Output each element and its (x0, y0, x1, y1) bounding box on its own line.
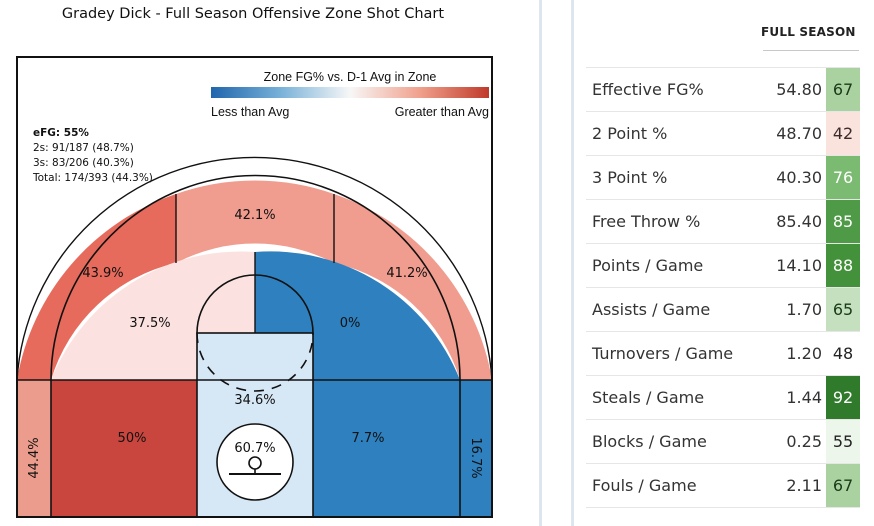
stat-label: 2 Point % (592, 124, 668, 143)
paint-lines (196, 332, 314, 518)
outer-arc (16, 156, 493, 381)
stat-label: Assists / Game (592, 300, 711, 319)
free-throw-arc-top (196, 274, 314, 334)
label-left-baseline-mid: 50% (118, 431, 147, 446)
zone-right-baseline-mid (313, 380, 460, 517)
stat-row: Free Throw % 85.40 85 (586, 199, 860, 244)
zone-left-corner-three (17, 380, 51, 517)
stat-percentile-badge: 67 (826, 464, 860, 508)
stat-value: 85.40 (776, 212, 822, 231)
stat-percentile-badge: 42 (826, 112, 860, 156)
stats-header-underline (763, 50, 859, 51)
stats-table-bottom-border (586, 507, 860, 509)
label-right-baseline-mid: 7.7% (351, 431, 384, 446)
legend-low-label: Less than Avg (211, 105, 289, 119)
stat-row: Fouls / Game 2.11 67 (586, 463, 860, 508)
label-left-elbow-mid: 37.5% (129, 316, 170, 331)
stat-value: 1.70 (786, 300, 822, 319)
stat-percentile-badge: 65 (826, 288, 860, 332)
label-right-corner-three: 16.7% (468, 437, 483, 478)
stat-label: 3 Point % (592, 168, 668, 187)
stat-row: Blocks / Game 0.25 55 (586, 419, 860, 464)
stat-label: Effective FG% (592, 80, 704, 99)
stat-percentile-badge: 92 (826, 376, 860, 420)
stat-value: 54.80 (776, 80, 822, 99)
stat-percentile-badge: 85 (826, 200, 860, 244)
stat-percentile-badge: 67 (826, 68, 860, 112)
zone-right-corner-three (460, 380, 492, 517)
panel-divider-left (539, 0, 542, 526)
stat-value: 0.25 (786, 432, 822, 451)
label-restricted-area: 60.7% (234, 441, 275, 456)
label-paint: 34.6% (234, 393, 275, 408)
stat-row: Steals / Game 1.44 92 (586, 375, 860, 420)
stat-value: 40.30 (776, 168, 822, 187)
free-throw-circle-top-right (255, 275, 313, 333)
stat-label: Free Throw % (592, 212, 701, 231)
zone-top-three-band (176, 180, 334, 263)
stat-row: 3 Point % 40.30 76 (586, 155, 860, 200)
panel-divider-right (571, 0, 574, 526)
stat-label: Blocks / Game (592, 432, 707, 451)
legend-colorbar (211, 87, 489, 98)
stat-value: 48.70 (776, 124, 822, 143)
stat-row: Effective FG% 54.80 67 (586, 67, 860, 112)
stat-row: Turnovers / Game 1.20 48 (586, 331, 860, 376)
legend-high-label: Greater than Avg (395, 105, 489, 119)
restricted-circle (216, 423, 294, 501)
stats-panel: FULL SEASON Effective FG% 54.80 67 2 Point … (586, 0, 860, 526)
zone-right-wing-three-band (334, 194, 492, 380)
summary-total: Total: 174/393 (44.3%) (32, 172, 153, 184)
stat-percentile-badge: 55 (826, 420, 860, 464)
stat-percentile-badge: 76 (826, 156, 860, 200)
three-point-line (50, 174, 461, 517)
legend-title: Zone FG% vs. D-1 Avg in Zone (264, 70, 437, 84)
stat-label: Steals / Game (592, 388, 705, 407)
summary-threes: 3s: 83/206 (40.3%) (33, 157, 134, 169)
court-chart: Zone FG% vs. D-1 Avg in Zone Less than A… (16, 56, 493, 518)
stat-label: Turnovers / Game (592, 344, 734, 363)
stat-value: 14.10 (776, 256, 822, 275)
stat-row: Assists / Game 1.70 65 (586, 287, 860, 332)
zone-top-key-mid (255, 251, 460, 380)
stat-row: Points / Game 14.10 88 (586, 243, 860, 288)
stat-value: 2.11 (786, 476, 822, 495)
chart-title: Gradey Dick - Full Season Offensive Zone… (61, 6, 445, 22)
summary-efg: eFG: 55% (33, 127, 89, 139)
stat-value: 1.44 (786, 388, 822, 407)
stat-value: 1.20 (786, 344, 822, 363)
zone-left-elbow-mid (51, 251, 255, 380)
zone-left-baseline-mid (51, 380, 197, 517)
label-top-key-mid: 0% (340, 316, 361, 331)
stat-percentile-badge: 88 (826, 244, 860, 288)
summary-twos: 2s: 91/187 (48.7%) (33, 142, 134, 154)
free-throw-arc-bottom (196, 332, 314, 392)
stat-label: Points / Game (592, 256, 704, 275)
label-right-wing-three: 41.2% (386, 266, 427, 281)
stat-percentile-badge: 48 (826, 332, 860, 376)
stat-row: 2 Point % 48.70 42 (586, 111, 860, 156)
label-left-corner-three: 44.4% (27, 437, 42, 478)
label-top-three: 42.1% (234, 208, 275, 223)
stats-header: FULL SEASON (761, 25, 856, 39)
label-left-wing-three: 43.9% (82, 266, 123, 281)
stat-label: Fouls / Game (592, 476, 697, 495)
